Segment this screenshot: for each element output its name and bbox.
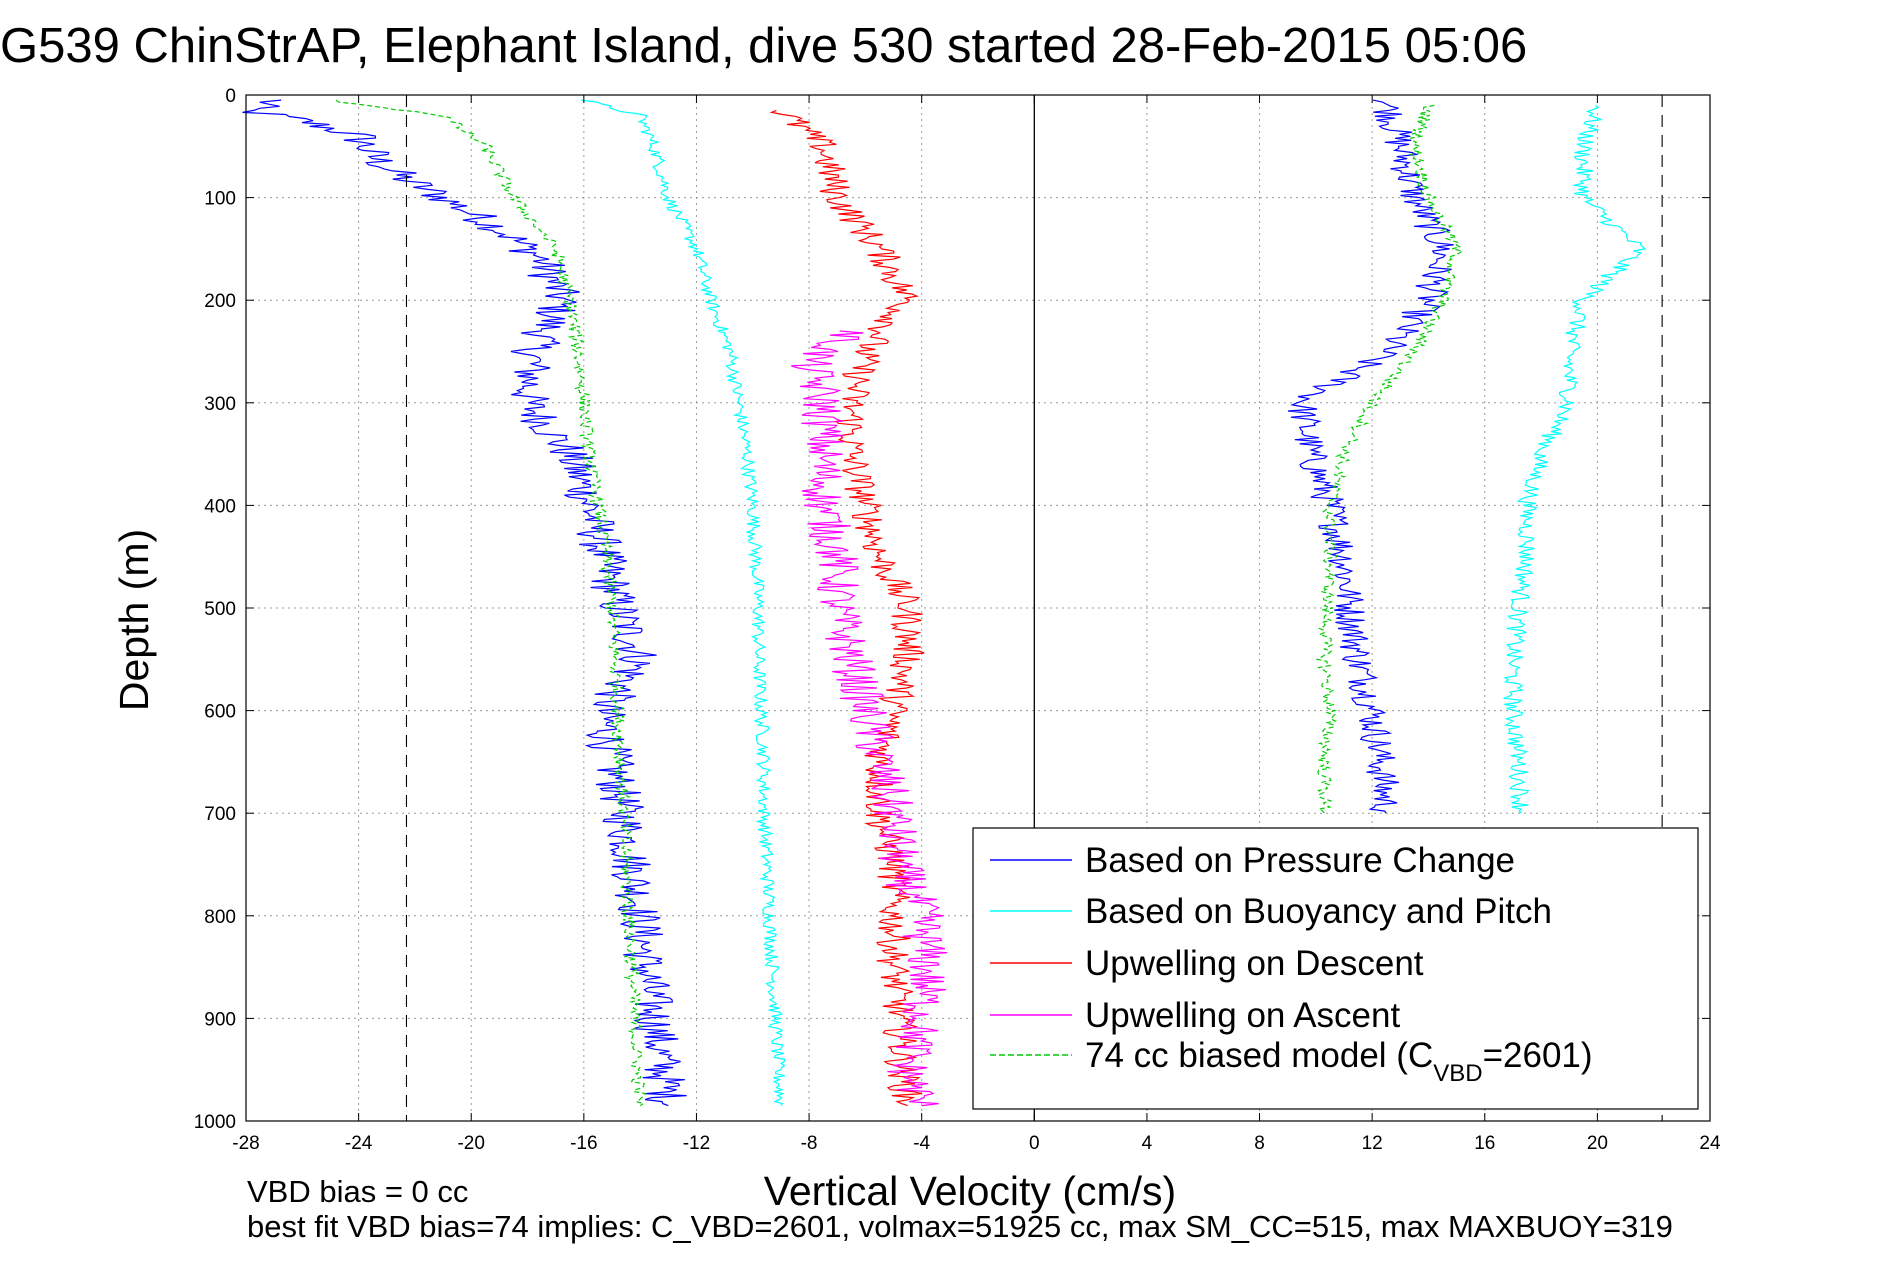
x-tick-label: -24 [345,1133,373,1154]
y-tick-label: 500 [204,599,236,620]
x-tick-labels: -28 -24 -20 -16 -12 -8 -4 0 4 8 12 16 20 24 [232,95,1721,1154]
x-tick-label: 16 [1474,1133,1495,1154]
series-model-descent [335,99,647,1107]
x-tick-label: -4 [913,1133,930,1154]
series-upwelling-ascent [791,330,948,1107]
series-buoyancy-ascent [1503,104,1647,814]
y-axis-label: Depth (m) [111,529,157,711]
legend-label-subscript: VBD [1433,1060,1482,1087]
series-pressure-descent [242,99,687,1107]
x-axis-label: Vertical Velocity (cm/s) [764,1168,1176,1214]
series-lines [242,99,1647,1107]
y-tick-label: 600 [204,702,236,723]
x-tick-label: 24 [1699,1133,1721,1154]
y-tick-label: 1000 [194,1112,236,1133]
legend: Based on Pressure Change Based on Buoyanc… [972,827,1699,1110]
chart-title: G539 ChinStrAP, Elephant Island, dive 53… [0,19,1527,73]
x-tick-label: 12 [1362,1133,1383,1154]
legend-label-suffix: =2601) [1483,1036,1593,1075]
x-tick-label: 20 [1587,1133,1608,1154]
x-tick-label: -12 [683,1133,710,1154]
y-tick-label: 900 [204,1009,236,1030]
y-tick-label: 800 [204,907,236,928]
y-tick-labels: 0 100 200 300 400 500 600 700 800 900 1000 [194,86,1710,1133]
legend-box [972,827,1699,1110]
y-tick-label: 100 [204,189,236,210]
legend-buoyancy-pitch-label: Based on Buoyancy and Pitch [1085,892,1552,931]
x-tick-label: 0 [1029,1133,1040,1154]
y-tick-label: 400 [204,496,236,517]
y-tick-label: 300 [204,394,236,415]
x-tick-label: 4 [1142,1133,1153,1154]
x-tick-label: -20 [457,1133,484,1154]
footer-vbd-bias: VBD bias = 0 cc [247,1174,468,1209]
series-upwelling-descent [769,109,925,1107]
y-tick-label: 700 [204,804,236,825]
legend-label-prefix: 74 cc biased model (C [1085,1036,1433,1075]
x-tick-label: 8 [1254,1133,1265,1154]
legend-upwelling-ascent-label: Upwelling on Ascent [1085,996,1400,1035]
footer-best-fit: best fit VBD bias=74 implies: C_VBD=2601… [247,1209,1673,1244]
y-tick-label: 0 [225,86,236,107]
series-pressure-ascent [1288,99,1454,814]
series-model-ascent [1315,104,1464,814]
y-tick-label: 200 [204,291,236,312]
legend-biased-model-label: 74 cc biased model (CVBD=2601) [1085,1036,1593,1087]
x-tick-label: -28 [232,1133,259,1154]
series-buoyancy-descent [581,99,786,1106]
legend-pressure-change-label: Based on Pressure Change [1085,841,1515,880]
x-tick-label: -16 [570,1133,597,1154]
legend-upwelling-descent-label: Upwelling on Descent [1085,944,1424,983]
x-tick-label: -8 [801,1133,818,1154]
